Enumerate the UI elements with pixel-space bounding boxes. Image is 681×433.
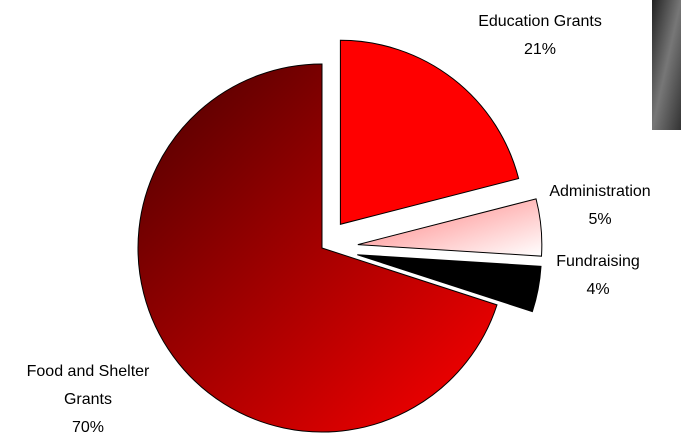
category-label: Fundraising bbox=[556, 253, 640, 270]
slice-label: Education Grants 21% bbox=[460, 8, 620, 64]
pie-slice bbox=[137, 63, 498, 433]
slice-label: Administration 5% bbox=[535, 178, 665, 234]
category-label: Food and Shelter Grants bbox=[26, 363, 150, 408]
percent-label: 70% bbox=[71, 419, 105, 433]
pie-slice bbox=[339, 39, 520, 225]
category-label: Education Grants bbox=[478, 13, 602, 30]
slice-label: Food and Shelter Grants 70% bbox=[3, 358, 173, 433]
pie-slice bbox=[357, 198, 543, 257]
percent-label: 21% bbox=[523, 41, 557, 58]
slice-label: Fundraising 4% bbox=[538, 248, 658, 304]
pie-slice bbox=[357, 254, 542, 313]
photo bbox=[652, 0, 681, 130]
percent-label: 4% bbox=[586, 281, 610, 298]
percent-label: 5% bbox=[588, 211, 612, 228]
category-label: Administration bbox=[549, 183, 651, 200]
